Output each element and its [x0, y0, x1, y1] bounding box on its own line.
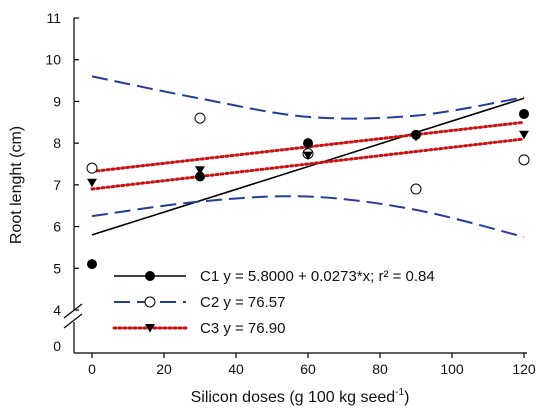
c1-point: [87, 259, 97, 270]
c2-point: [86, 162, 98, 174]
c2-lower-band: [91, 195, 525, 238]
y-tick-label: 11: [46, 10, 61, 26]
x-tick-label: 100: [440, 361, 464, 377]
y-tick-label: 8: [53, 135, 61, 151]
y-tick-label: 9: [53, 93, 61, 109]
y-tick-group: 4 5 6 7 8 9 10 11: [45, 10, 79, 318]
x-axis-label: Silicon doses (g 100 kg seed-1): [191, 387, 410, 406]
x-tick-group: 0 20 40 60 80 100 120: [88, 353, 536, 377]
c3-point: [87, 178, 97, 188]
x-tick-label: 0: [88, 361, 96, 377]
c3-point: [519, 130, 529, 140]
x-axis-label-main: Silicon doses (g 100 kg seed: [191, 389, 396, 406]
y-axis-label: Root lenght (cm): [8, 126, 25, 244]
axis-break-mark-upper: [63, 303, 83, 319]
x-axis-label-sup: -1: [395, 387, 404, 398]
y-tick-label: 5: [53, 260, 61, 276]
y-tick-label: 7: [53, 177, 61, 193]
c2-point: [194, 112, 206, 124]
c2-point: [518, 154, 530, 166]
c1-legend-label: C1 y = 5.8000 + 0.0273*x; r² = 0.84: [200, 268, 435, 285]
c1-fit-line: [91, 97, 525, 236]
x-axis-label-close: ): [404, 389, 409, 406]
c2-upper-band: [91, 75, 525, 120]
c1-legend-marker: [145, 271, 155, 281]
c3-point: [303, 151, 313, 161]
data-points: [86, 108, 530, 270]
x-tick-label: 80: [372, 361, 388, 377]
legend: C1 y = 5.8000 + 0.0273*x; r² = 0.84 C2 y …: [112, 268, 435, 337]
y-tick-label: 4: [53, 302, 61, 318]
y-tick-label: 6: [53, 219, 61, 235]
c2-legend-label: C2 y = 76.57: [200, 294, 285, 311]
x-tick-label: 60: [300, 361, 316, 377]
c3-point: [411, 132, 421, 142]
c3-point: [195, 166, 205, 175]
c1-point: [519, 108, 529, 119]
c3-legend-label: C3 y = 76.90: [200, 320, 285, 337]
c2-legend-marker: [144, 296, 156, 308]
y-tick-label: 10: [45, 52, 61, 68]
x-tick-label: 40: [228, 361, 244, 377]
c1-point: [303, 138, 313, 149]
c3-legend-marker: [145, 324, 155, 333]
c3-lower-band: [90, 137, 526, 191]
axis-break-mark-lower: [63, 313, 83, 329]
y-break-label: 0: [53, 338, 61, 354]
c2-point: [410, 183, 422, 195]
x-tick-label: 20: [156, 361, 172, 377]
x-tick-label: 120: [512, 361, 536, 377]
